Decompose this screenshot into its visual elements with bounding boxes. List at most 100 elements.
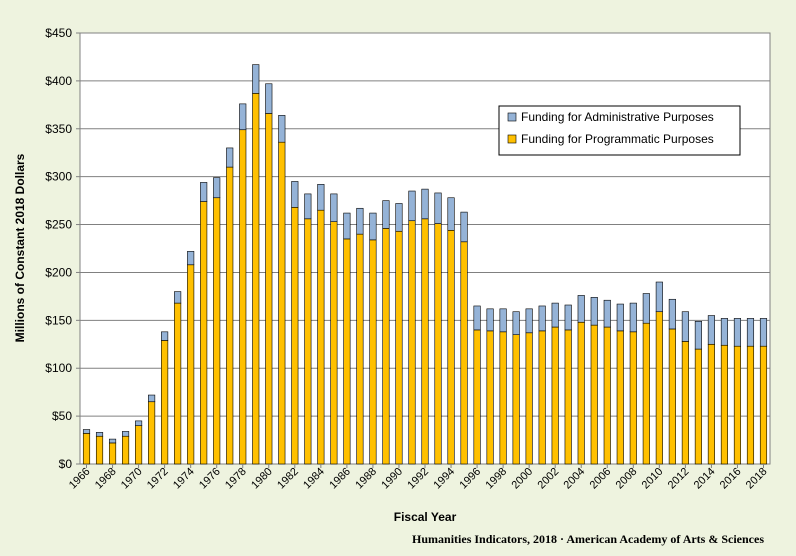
bar-programmatic-1967 — [95, 435, 104, 465]
bar-programmatic-2002 — [551, 326, 559, 465]
bar-programmatic-1983 — [304, 218, 312, 465]
bar-administrative-2008 — [629, 302, 637, 333]
x-tick-label: 1970 — [119, 466, 145, 492]
bar-programmatic-1979 — [252, 93, 260, 465]
y-tick-label: $50 — [52, 409, 72, 423]
x-tick-label: 2012 — [666, 466, 692, 492]
bar-programmatic-2011 — [668, 328, 676, 465]
bar-administrative-2009 — [642, 293, 650, 324]
bar-programmatic-1970 — [135, 425, 143, 465]
bar-administrative-2017 — [746, 318, 755, 347]
bar-administrative-1977 — [226, 147, 234, 168]
bar-programmatic-1968 — [108, 442, 117, 465]
y-axis: $0 $50 $100 $150 $200 $250 $300 $350 $400 $450 — [45, 26, 80, 471]
bar-programmatic-1999 — [512, 334, 520, 465]
x-tick-label: 2018 — [744, 466, 770, 492]
y-tick-label: $100 — [45, 361, 72, 375]
bar-administrative-2001 — [538, 305, 546, 332]
bar-programmatic-2007 — [616, 330, 624, 465]
y-tick-label: $0 — [59, 457, 73, 471]
bar-programmatic-1990 — [395, 230, 403, 465]
x-tick-label: 1996 — [457, 466, 483, 492]
bar-programmatic-1972 — [161, 340, 169, 465]
bar-programmatic-2014 — [707, 343, 715, 465]
bar-administrative-2005 — [590, 297, 598, 326]
bar-administrative-1987 — [356, 207, 364, 235]
y-tick-label: $350 — [45, 122, 72, 136]
bar-administrative-1973 — [174, 291, 182, 304]
x-tick-label: 1990 — [379, 466, 405, 492]
bar-administrative-2004 — [577, 295, 585, 323]
bar-administrative-1994 — [447, 197, 455, 231]
bar-programmatic-2004 — [577, 321, 585, 465]
bar-administrative-1995 — [460, 211, 468, 243]
bar-administrative-1974 — [187, 251, 195, 266]
bar-administrative-1972 — [161, 331, 169, 341]
bar-programmatic-1989 — [382, 228, 390, 465]
bar-programmatic-2009 — [642, 322, 650, 465]
bar-administrative-1966 — [82, 429, 91, 434]
bar-administrative-2010 — [655, 281, 663, 313]
y-tick-label: $400 — [45, 74, 72, 88]
legend: Funding for Administrative Purposes Fundi… — [498, 105, 741, 156]
bar-administrative-1990 — [395, 203, 403, 232]
bar-administrative-2013 — [694, 320, 702, 350]
bar-administrative-1997 — [486, 308, 494, 332]
bar-administrative-1982 — [291, 181, 299, 208]
bar-administrative-1975 — [200, 182, 208, 202]
source-credit: Humanities Indicators, 2018 · American A… — [412, 532, 764, 546]
bar-programmatic-2010 — [655, 311, 663, 465]
bar-administrative-2011 — [668, 298, 676, 330]
bar-administrative-1967 — [95, 432, 104, 437]
y-axis-title: Millions of Constant 2018 Dollars — [13, 153, 27, 342]
bar-programmatic-1998 — [499, 331, 507, 465]
x-tick-label: 1984 — [301, 466, 327, 492]
y-tick-label: $300 — [45, 170, 72, 184]
y-tick-label: $200 — [45, 265, 72, 279]
bar-programmatic-1974 — [187, 264, 195, 465]
bar-administrative-1969 — [122, 431, 130, 437]
bar-programmatic-2016 — [733, 345, 742, 465]
bar-programmatic-1971 — [148, 401, 156, 465]
x-tick-label: 2006 — [588, 466, 614, 492]
bar-programmatic-1995 — [460, 241, 468, 465]
x-tick-label: 1980 — [249, 466, 275, 492]
legend-label: Funding for Administrative Purposes — [521, 110, 714, 124]
bar-programmatic-2008 — [629, 331, 637, 465]
bars — [82, 64, 768, 465]
bar-administrative-1996 — [473, 305, 481, 331]
x-tick-label: 1978 — [223, 466, 249, 492]
bar-programmatic-2012 — [681, 341, 689, 465]
bar-programmatic-1997 — [486, 330, 494, 465]
bar-administrative-1978 — [239, 103, 247, 131]
bar-administrative-2012 — [681, 311, 689, 342]
bar-administrative-2015 — [720, 318, 728, 346]
bar-administrative-1999 — [512, 311, 520, 336]
y-tick-label: $250 — [45, 218, 72, 232]
x-tick-label: 1968 — [93, 466, 119, 492]
legend-label: Funding for Programmatic Purposes — [521, 132, 714, 146]
x-tick-label: 1992 — [405, 466, 431, 492]
bar-programmatic-1981 — [278, 141, 286, 465]
bar-programmatic-1987 — [356, 233, 364, 465]
bar-administrative-1979 — [252, 64, 260, 94]
legend-swatch — [507, 112, 517, 122]
bar-programmatic-2015 — [720, 344, 728, 465]
x-tick-label: 2002 — [536, 466, 562, 492]
bar-programmatic-2005 — [590, 324, 598, 465]
bar-programmatic-2013 — [694, 348, 702, 465]
bar-administrative-1971 — [148, 394, 156, 403]
bar-programmatic-2003 — [564, 329, 572, 465]
x-tick-label: 1974 — [171, 466, 197, 492]
bar-administrative-2007 — [616, 303, 624, 332]
bar-administrative-2018 — [759, 318, 768, 347]
y-tick-label: $450 — [45, 26, 72, 40]
bar-administrative-2006 — [603, 299, 611, 328]
bar-programmatic-1975 — [200, 201, 208, 465]
bar-administrative-1989 — [382, 200, 390, 229]
bar-programmatic-1978 — [239, 129, 247, 465]
x-tick-label: 1972 — [145, 466, 171, 492]
bar-administrative-2002 — [551, 302, 559, 328]
bar-programmatic-1969 — [122, 435, 130, 465]
x-tick-label: 2008 — [614, 466, 640, 492]
